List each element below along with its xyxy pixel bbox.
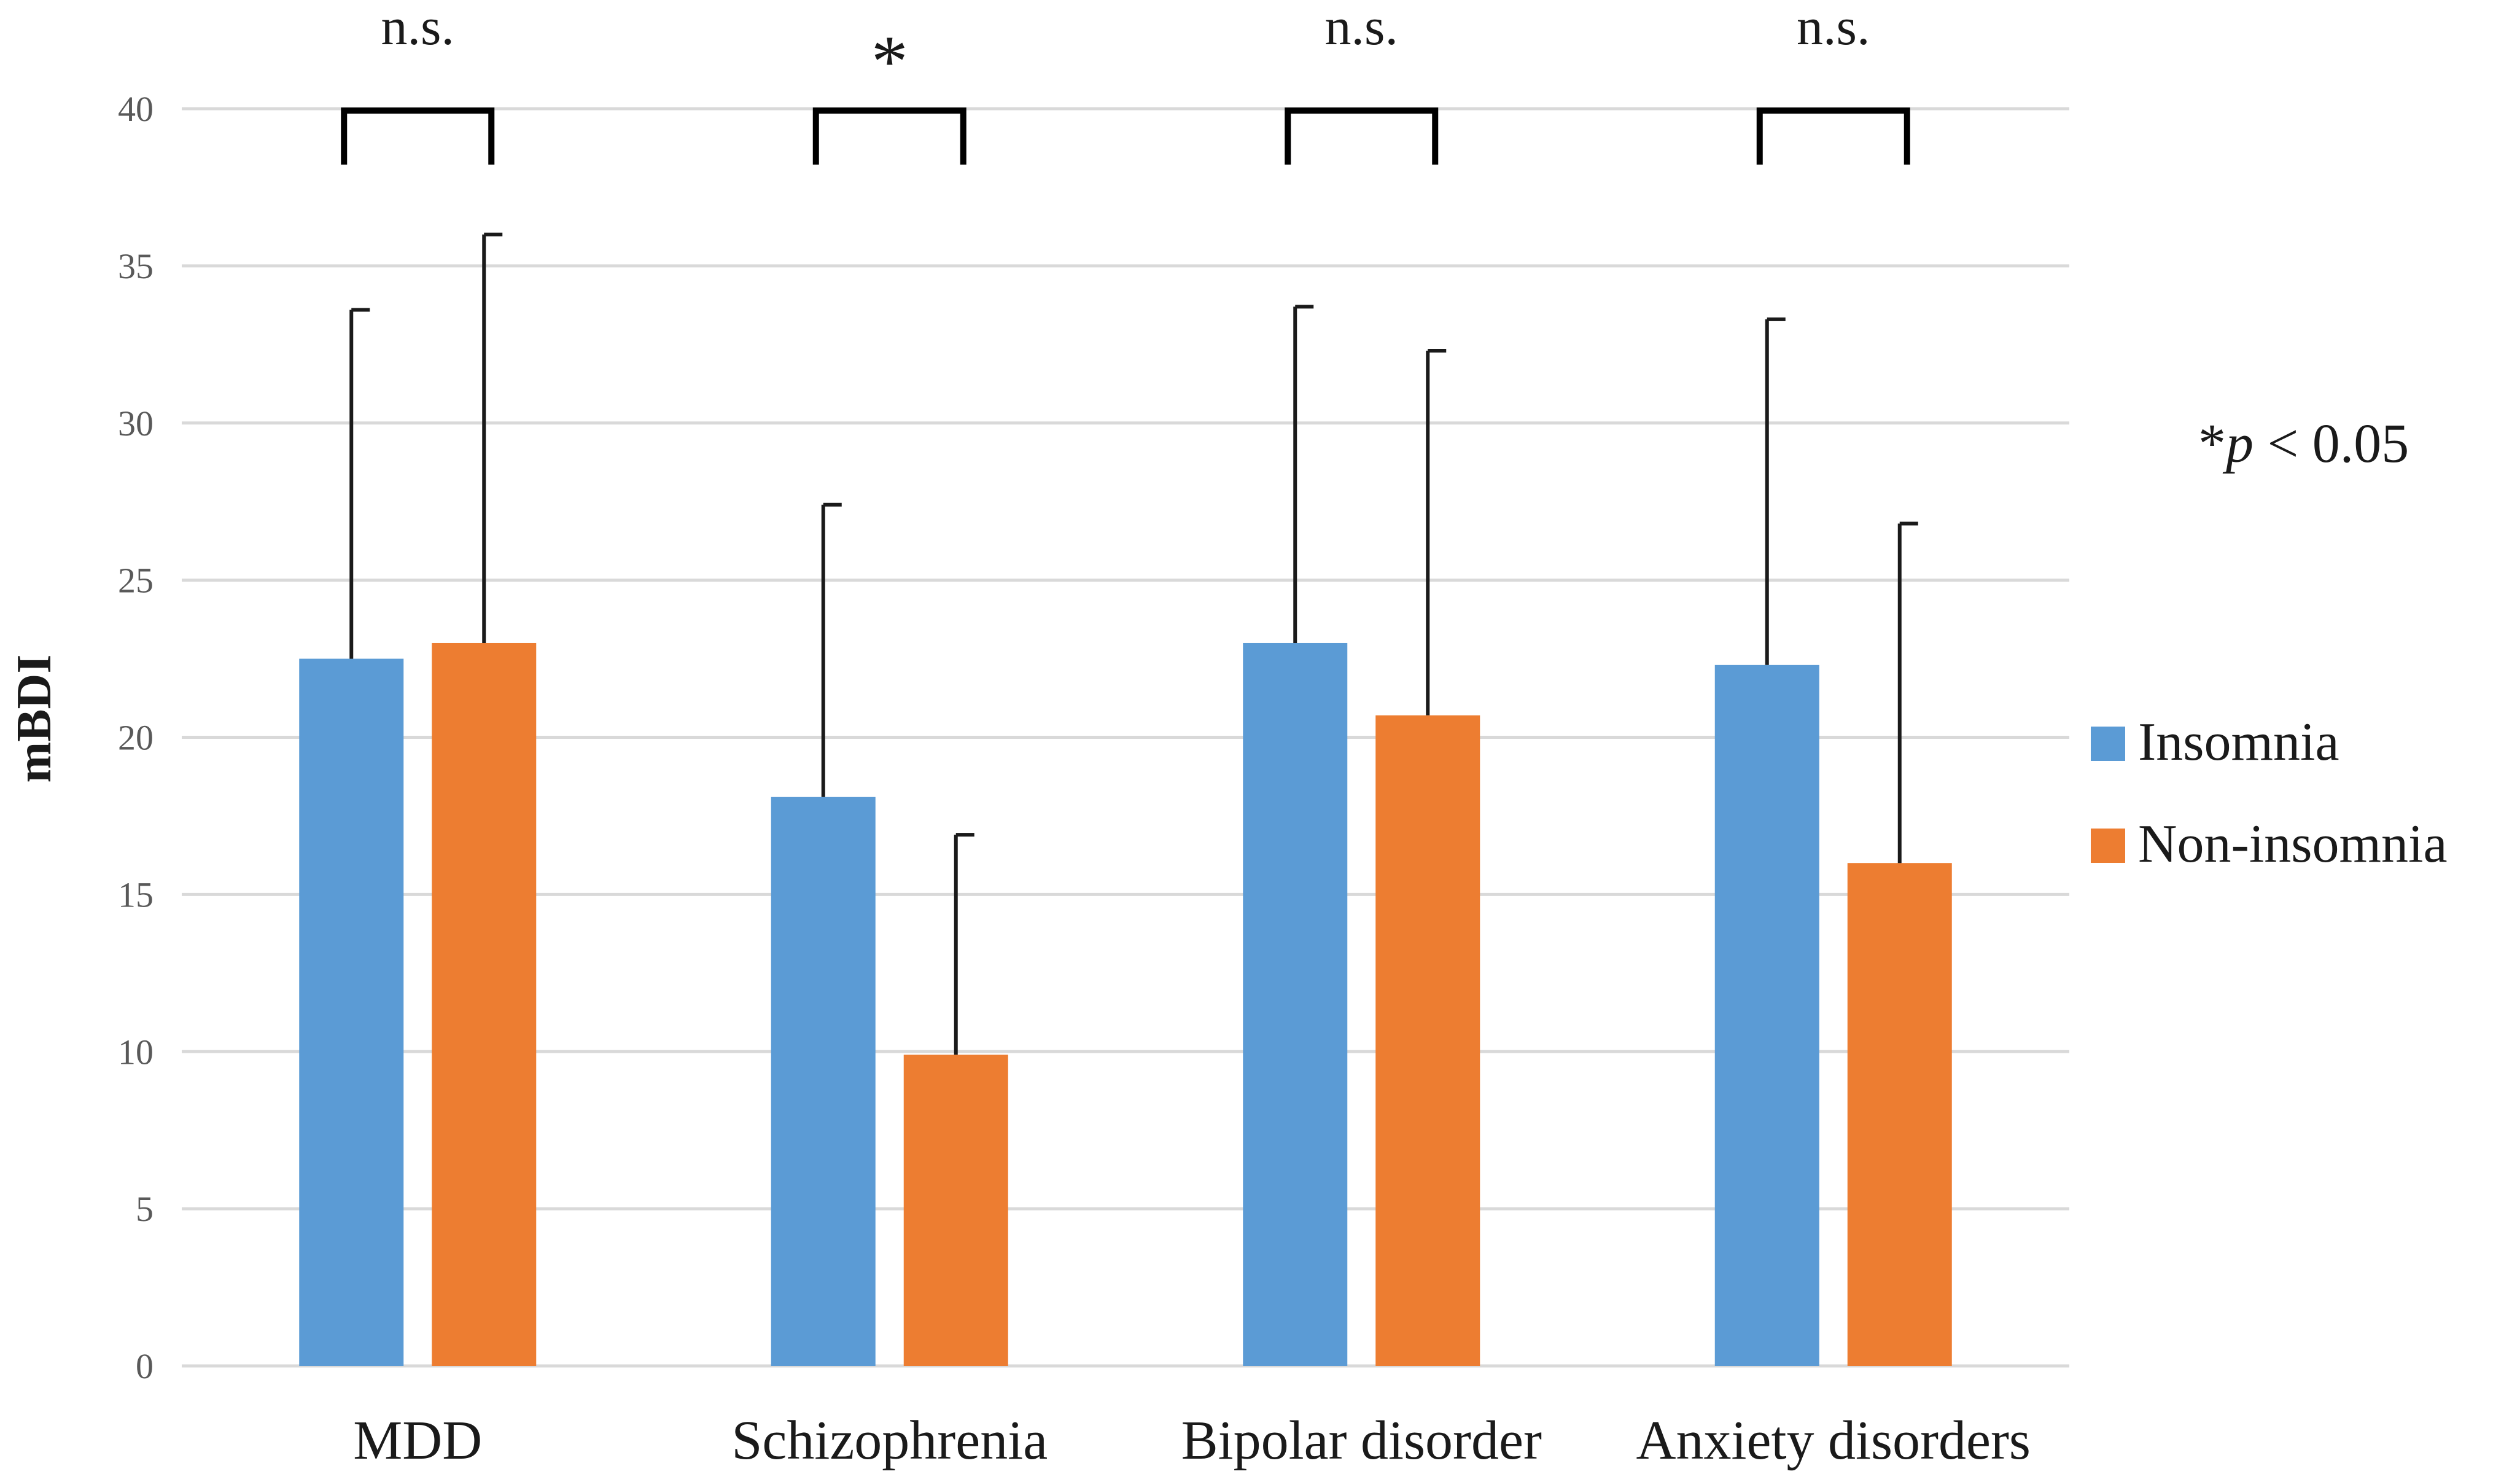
significance-bracket — [1285, 107, 1439, 165]
bar-non-insomnia — [1375, 715, 1480, 1366]
significance-label: n.s. — [381, 0, 454, 56]
y-tick-label: 5 — [136, 1189, 154, 1229]
y-tick-label: 30 — [118, 404, 154, 443]
error-bars — [349, 232, 1918, 1055]
legend-swatch-insomnia — [2091, 727, 2125, 761]
significance-bracket — [812, 107, 966, 165]
y-tick-label: 10 — [118, 1032, 154, 1072]
significance-bracket — [341, 107, 495, 165]
bar-non-insomnia — [1847, 863, 1952, 1366]
bar-non-insomnia — [903, 1055, 1008, 1366]
y-axis-label: mBDI — [7, 655, 61, 783]
bar-insomnia — [1714, 665, 1819, 1366]
x-category-label: Bipolar disorder — [1181, 1410, 1542, 1471]
x-category-label: MDD — [353, 1410, 482, 1471]
y-tick-label: 15 — [118, 875, 154, 915]
y-tick-label: 20 — [118, 718, 154, 758]
x-category-label: Anxiety disorders — [1636, 1410, 2031, 1471]
bar-non-insomnia — [432, 642, 537, 1366]
bars — [299, 642, 1952, 1366]
bar-insomnia — [299, 658, 404, 1366]
x-category-label: Schizophrenia — [731, 1410, 1048, 1471]
significance-label: n.s. — [1325, 0, 1398, 56]
y-axis-ticks: 0 5 10 15 20 25 30 35 40 — [118, 89, 154, 1386]
legend-label-insomnia: Insomnia — [2138, 712, 2339, 772]
y-tick-label: 0 — [136, 1346, 154, 1386]
significance-note: *p < 0.05 — [2198, 413, 2409, 474]
y-tick-label: 35 — [118, 246, 154, 286]
legend-label-non-insomnia: Non-insomnia — [2138, 814, 2448, 874]
bar-insomnia — [771, 797, 876, 1366]
significance-bracket — [1756, 107, 1910, 165]
x-axis-categories: MDD Schizophrenia Bipolar disorder Anxiety … — [353, 1410, 2031, 1471]
significance-label: n.s. — [1797, 0, 1870, 56]
bar-insomnia — [1243, 642, 1348, 1366]
legend: Insomnia Non-insomnia — [2091, 712, 2448, 874]
y-tick-label: 25 — [118, 561, 154, 601]
y-tick-label: 40 — [118, 89, 154, 129]
legend-swatch-non-insomnia — [2091, 829, 2125, 863]
significance-label: * — [871, 20, 908, 102]
significance-brackets: n.s. * n.s. n.s. — [341, 0, 1910, 165]
